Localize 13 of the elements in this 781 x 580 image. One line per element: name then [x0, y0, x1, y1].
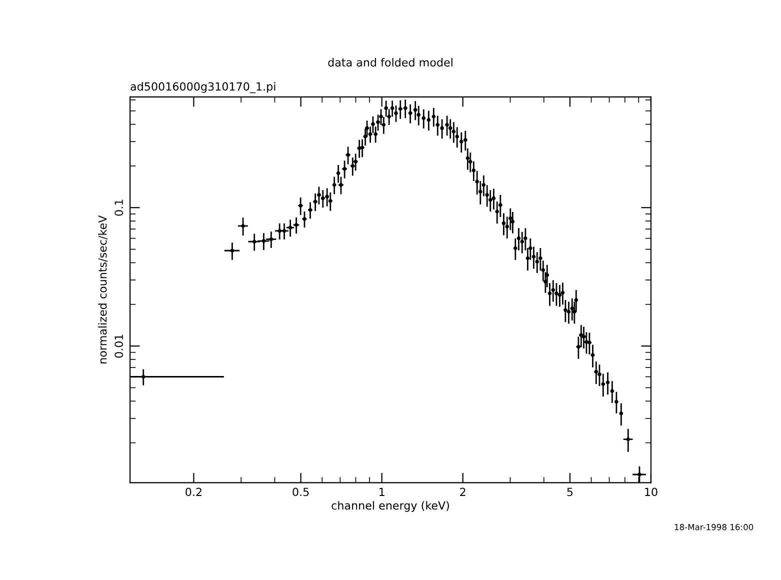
y-tick-label: 0.01	[114, 334, 124, 358]
x-tick-label: 0.5	[292, 488, 309, 496]
y-axis-title: normalized counts/sec/keV	[98, 215, 108, 364]
x-axis-title: channel energy (keV)	[332, 501, 449, 512]
text: 18-Mar-1998 16:00	[674, 524, 754, 530]
chart-title: data and folded model	[328, 58, 452, 67]
x-tick-label: 2	[460, 488, 466, 496]
x-tick-label: 5	[567, 488, 573, 496]
x-tick-label: 0.2	[186, 488, 202, 496]
x-tick-label: 1	[380, 488, 384, 496]
chart-subtitle: ad50016000g310170_1.pi	[130, 82, 276, 94]
x-tick-label: 10	[645, 488, 658, 496]
y-tick-label: 0.1	[114, 200, 124, 216]
